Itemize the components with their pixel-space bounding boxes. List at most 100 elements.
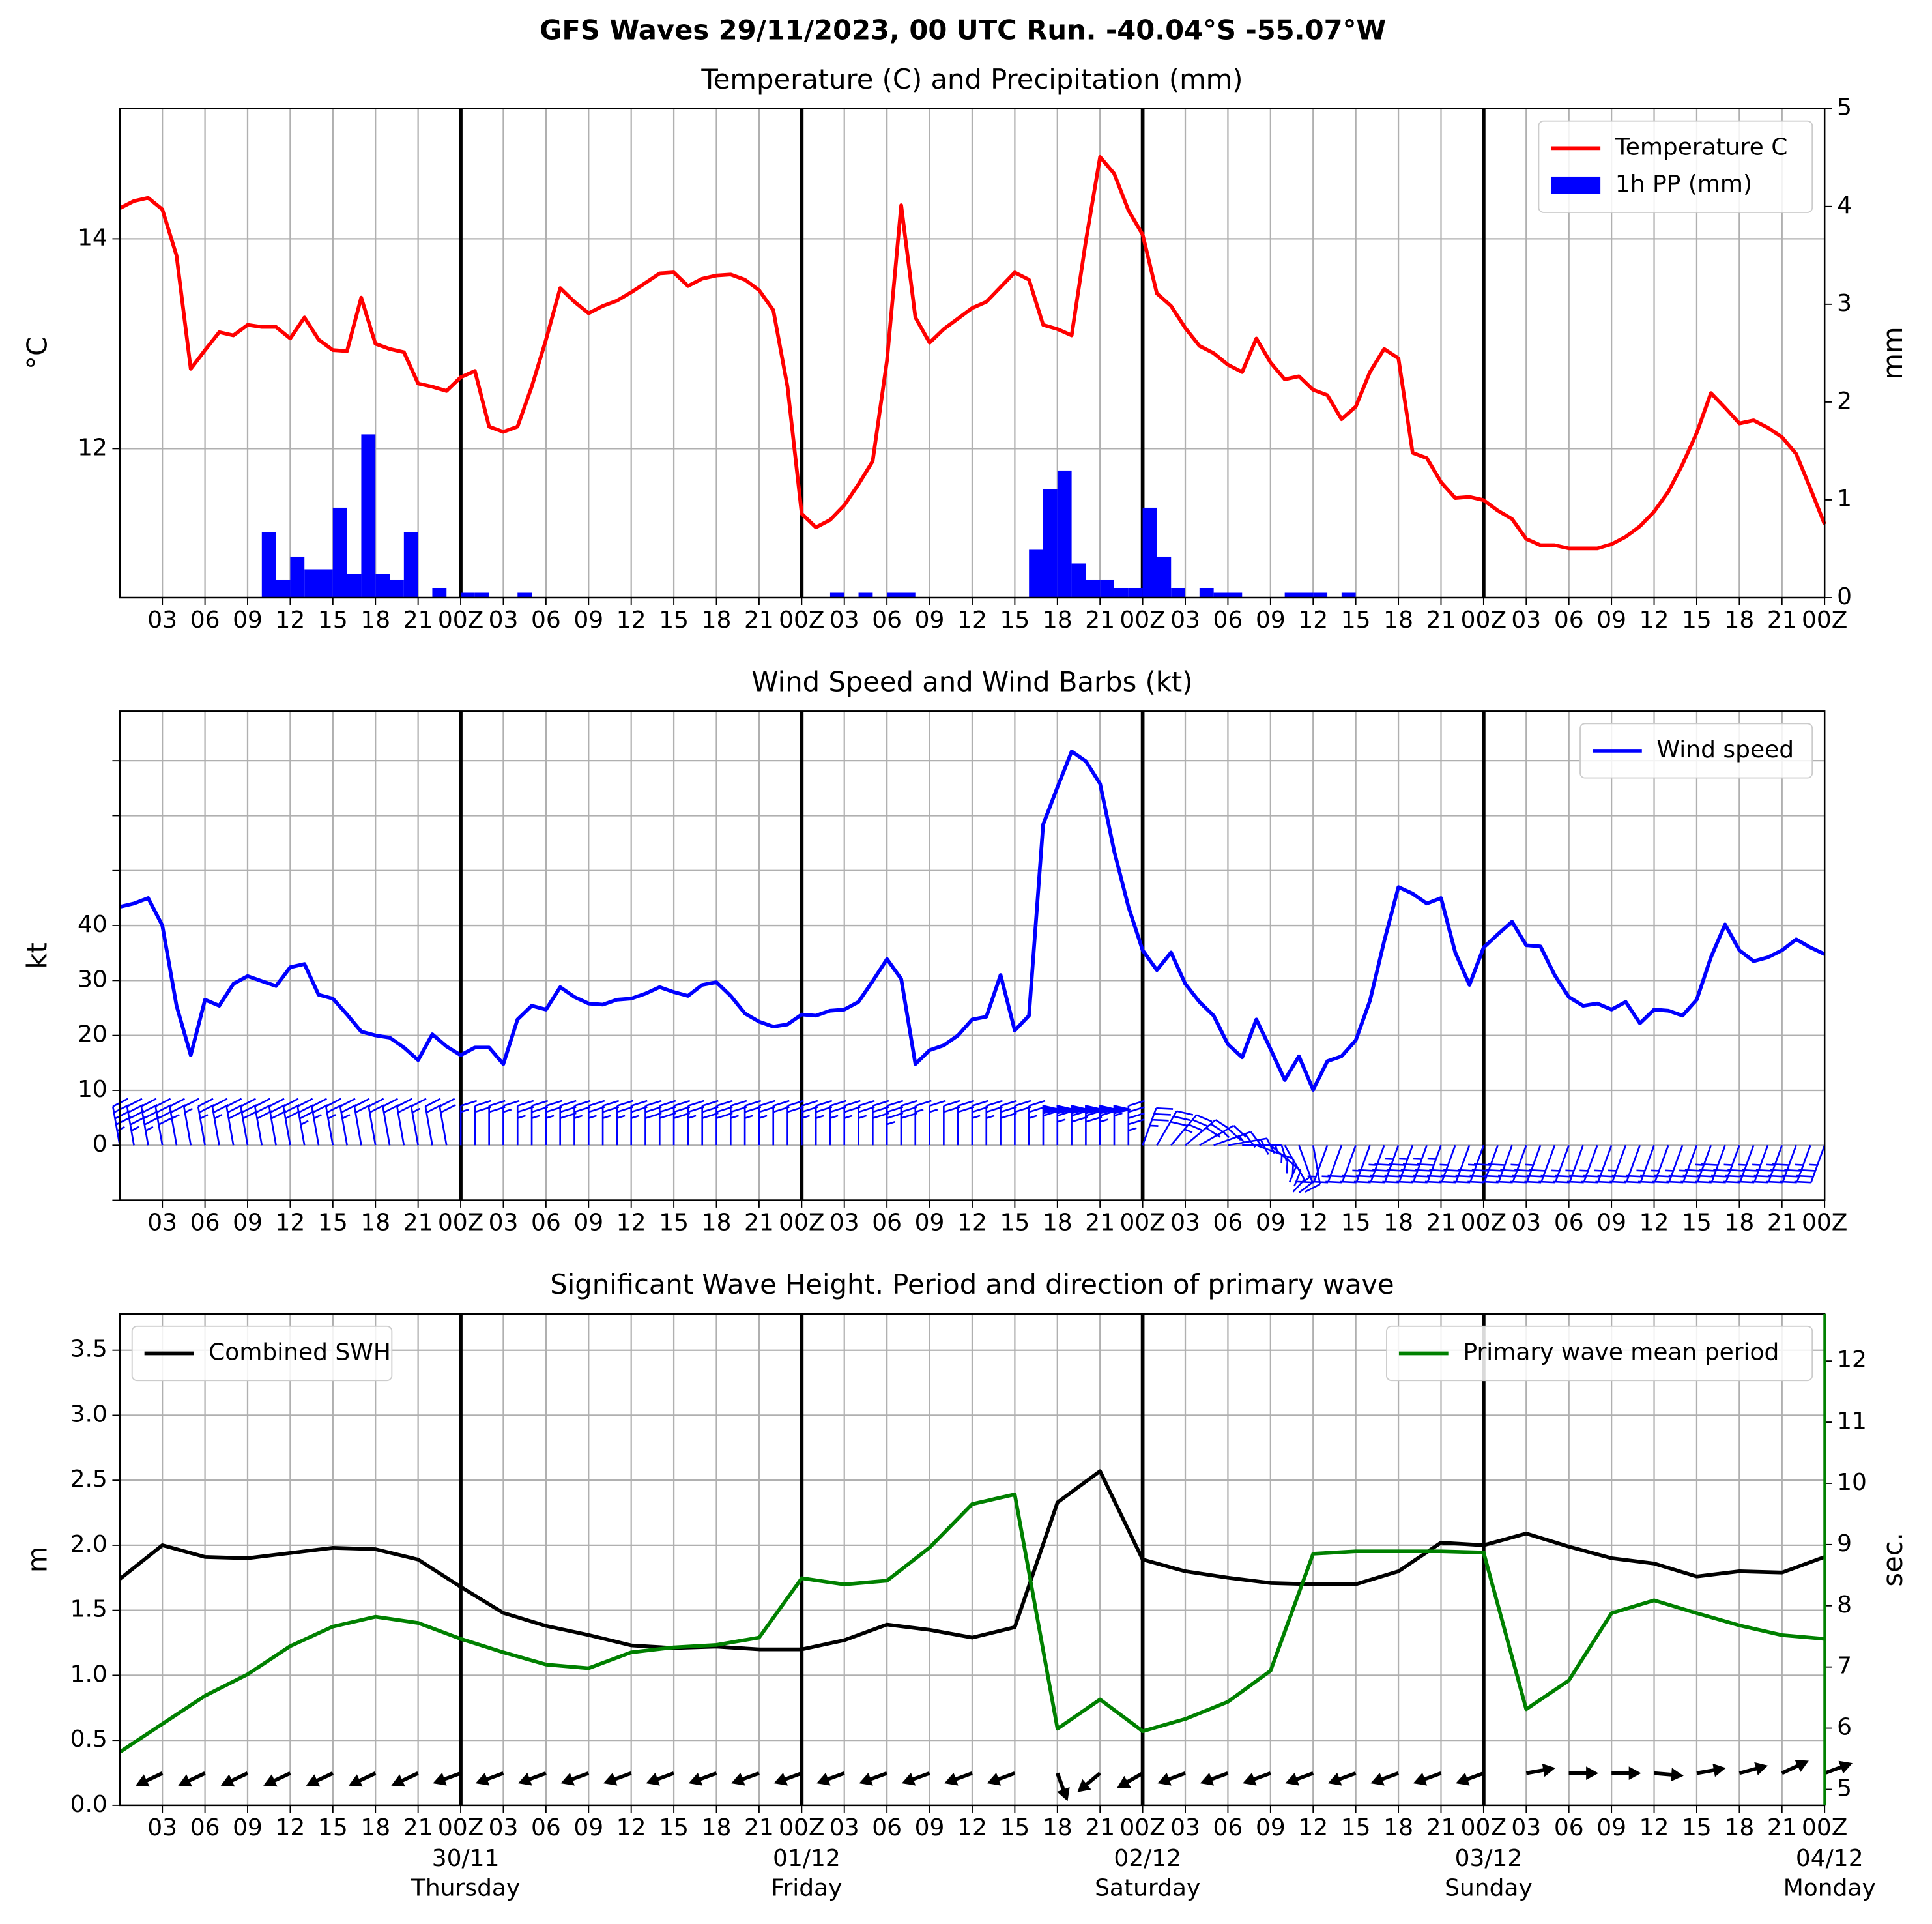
x-tick-label: 03 <box>1511 1210 1541 1236</box>
precip-bar <box>290 556 305 598</box>
x-tick-label: 15 <box>318 1815 348 1841</box>
wind-barb <box>169 1098 186 1146</box>
wind-barb <box>424 1098 442 1146</box>
legend-label: Primary wave mean period <box>1463 1339 1779 1365</box>
x-tick-label: 12 <box>616 1815 646 1841</box>
wind-barb <box>1510 1144 1542 1184</box>
wave-direction-arrow <box>306 1771 334 1787</box>
x-tick-label: 18 <box>360 1210 390 1236</box>
wind-barb <box>929 1100 946 1146</box>
x-tick-label: 21 <box>744 1210 774 1236</box>
precip-bar <box>1228 592 1243 598</box>
legend-box <box>1386 1325 1813 1382</box>
wind-barb <box>282 1098 301 1146</box>
wind-barb <box>211 1098 229 1146</box>
date-label: 04/12 <box>1796 1845 1864 1872</box>
wave-direction-arrow <box>1696 1763 1726 1777</box>
wind-barb <box>1297 1144 1329 1184</box>
wave-direction-arrow <box>1738 1762 1768 1775</box>
y-tick-label: 1.5 <box>70 1596 108 1623</box>
x-tick-label: 06 <box>1213 1815 1243 1841</box>
legend-label: Wind speed <box>1657 736 1795 763</box>
wave-direction-arrow <box>518 1771 547 1786</box>
wind-barb <box>1305 1145 1321 1193</box>
y2-tick-label: 0 <box>1837 583 1852 610</box>
precip-bar <box>887 592 901 598</box>
precip-bar <box>461 592 475 598</box>
x-tick-label: 06 <box>872 1210 902 1236</box>
wave-direction-arrow <box>1525 1763 1556 1777</box>
x-tick-label: 03 <box>1511 607 1541 634</box>
precip-bar <box>261 532 276 598</box>
precip-bar <box>1086 579 1101 598</box>
x-tick-label: 03 <box>489 1815 519 1841</box>
x-tick-label: 03 <box>1170 1210 1200 1236</box>
x-tick-label: 15 <box>659 1815 689 1841</box>
y2-tick-label: 5 <box>1837 1775 1852 1801</box>
precip-bar <box>1114 587 1129 598</box>
precip-bar <box>403 532 418 598</box>
wind-barb <box>815 1100 833 1146</box>
x-tick-label: 18 <box>1043 1210 1073 1236</box>
x-tick-label: 06 <box>531 607 561 634</box>
x-tick-label: 21 <box>403 1210 433 1236</box>
y2-tick-label: 10 <box>1837 1469 1867 1496</box>
precip-bar <box>347 574 362 598</box>
x-tick-label: 12 <box>276 1210 306 1236</box>
x-tick-label: 12 <box>616 607 646 634</box>
wave-direction-arrow <box>731 1771 760 1786</box>
x-tick-label: 09 <box>1596 607 1626 634</box>
precip-bar <box>319 569 333 598</box>
wind-barb <box>743 1100 762 1146</box>
precip-bar <box>375 574 390 598</box>
wind-barb <box>311 1098 328 1146</box>
x-tick-label: 03 <box>1170 1815 1200 1841</box>
wave-direction-arrow <box>220 1771 249 1787</box>
precip-bar <box>432 587 447 598</box>
precip-bar <box>829 592 844 598</box>
date-label: 03/12 <box>1455 1845 1523 1872</box>
wind-barb <box>182 1098 199 1146</box>
wave-direction-arrow <box>178 1771 206 1787</box>
wind-barb <box>985 1100 1003 1146</box>
wind-barb <box>1439 1144 1471 1184</box>
x-tick-label: 06 <box>1554 607 1584 634</box>
wind-barb <box>971 1100 988 1146</box>
x-tick-label: 06 <box>1554 1210 1584 1236</box>
wind-barb <box>1339 1144 1371 1184</box>
wind-barb <box>140 1098 160 1146</box>
wind-barb <box>729 1100 747 1146</box>
x-tick-label: 00Z <box>1802 1210 1847 1236</box>
x-tick-label: 03 <box>1170 607 1200 634</box>
y2-tick-label: 8 <box>1837 1592 1852 1618</box>
wind-barb <box>1623 1144 1655 1184</box>
wind-barb <box>914 1100 932 1146</box>
wave-direction-arrow <box>987 1771 1016 1786</box>
y2-axis-label: mm <box>1877 327 1909 379</box>
wind-barb <box>1637 1144 1669 1184</box>
wind-barb <box>1142 1107 1174 1146</box>
y-tick-label: 40 <box>78 911 108 938</box>
date-label: 30/11 <box>432 1845 500 1872</box>
wind-barb <box>1766 1144 1797 1184</box>
wind-barb <box>545 1100 562 1146</box>
wind-barb <box>1581 1144 1613 1184</box>
legend-label: 1h PP (mm) <box>1615 171 1752 197</box>
x-tick-label: 21 <box>744 607 774 634</box>
x-tick-label: 09 <box>233 1815 263 1841</box>
legend-swatch <box>1551 176 1601 194</box>
x-tick-label: 03 <box>829 1815 859 1841</box>
x-tick-label: 06 <box>1213 607 1243 634</box>
x-tick-label: 00Z <box>779 607 824 634</box>
precip-bar <box>1199 587 1214 598</box>
x-tick-label: 09 <box>915 607 945 634</box>
wind-barb <box>154 1098 175 1146</box>
wave-direction-arrow <box>1077 1771 1101 1792</box>
wave-direction-arrow <box>773 1771 803 1786</box>
y2-tick-label: 6 <box>1837 1714 1852 1741</box>
wind-barb <box>1170 1114 1213 1146</box>
x-tick-label: 21 <box>1085 1210 1115 1236</box>
y-axis-label: m <box>22 1547 53 1573</box>
weekday-label: Thursday <box>411 1875 520 1902</box>
